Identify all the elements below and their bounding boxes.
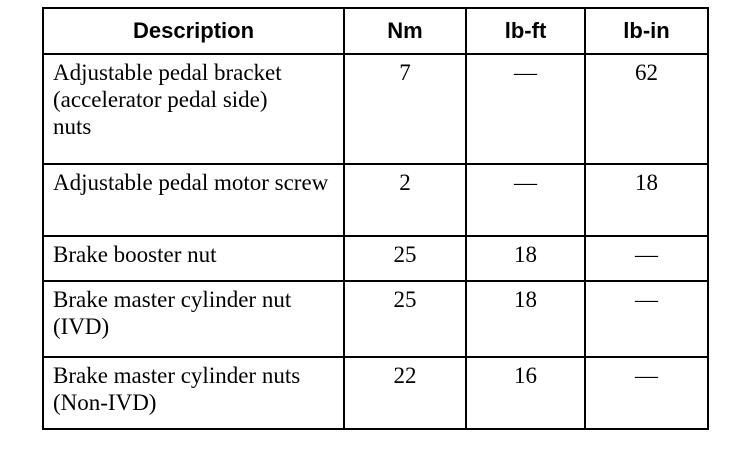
table-row: Brake master cylinder nuts (Non-IVD) 22 … bbox=[42, 356, 709, 430]
cell-nm: 22 bbox=[343, 356, 467, 430]
cell-lb-ft: — bbox=[465, 163, 586, 237]
table-row: Brake master cylinder nut (IVD) 25 18 — bbox=[42, 280, 709, 358]
cell-lb-ft: — bbox=[465, 53, 586, 165]
cell-description: Brake master cylinder nuts (Non-IVD) bbox=[42, 356, 345, 430]
cell-lb-ft: 18 bbox=[465, 235, 586, 282]
cell-lb-in: 18 bbox=[584, 163, 709, 237]
cell-description: Brake master cylinder nut (IVD) bbox=[42, 280, 345, 358]
cell-lb-in: — bbox=[584, 356, 709, 430]
cell-lb-in: 62 bbox=[584, 53, 709, 165]
header-description: Description bbox=[42, 7, 345, 55]
cell-nm: 25 bbox=[343, 235, 467, 282]
table-row: Adjustable pedal motor screw 2 — 18 bbox=[42, 163, 709, 237]
cell-description: Adjustable pedal bracket (accelerator pe… bbox=[42, 53, 345, 165]
table-row: Adjustable pedal bracket (accelerator pe… bbox=[42, 53, 709, 165]
table-row: Brake booster nut 25 18 — bbox=[42, 235, 709, 282]
header-lb-ft: lb-ft bbox=[465, 7, 586, 55]
cell-lb-in: — bbox=[584, 280, 709, 358]
header-lb-in: lb-in bbox=[584, 7, 709, 55]
cell-lb-ft: 16 bbox=[465, 356, 586, 430]
header-row: Description Nm lb-ft lb-in bbox=[42, 7, 709, 55]
cell-lb-in: — bbox=[584, 235, 709, 282]
header-nm: Nm bbox=[343, 7, 467, 55]
cell-nm: 2 bbox=[343, 163, 467, 237]
cell-description: Adjustable pedal motor screw bbox=[42, 163, 345, 237]
cell-lb-ft: 18 bbox=[465, 280, 586, 358]
cell-nm: 7 bbox=[343, 53, 467, 165]
cell-description: Brake booster nut bbox=[42, 235, 345, 282]
torque-spec-table: Description Nm lb-ft lb-in Adjustable pe… bbox=[42, 7, 709, 430]
cell-nm: 25 bbox=[343, 280, 467, 358]
